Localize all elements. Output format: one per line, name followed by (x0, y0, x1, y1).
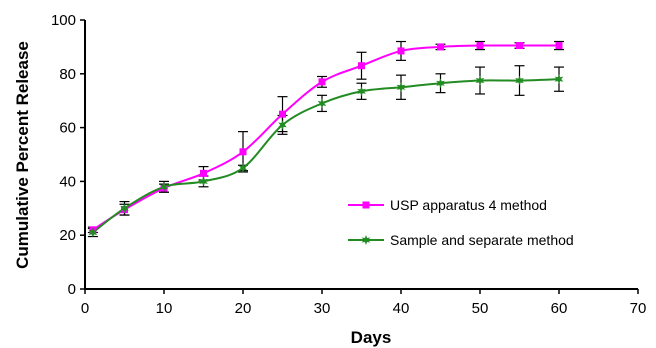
data-point (317, 98, 327, 109)
data-point (515, 75, 524, 86)
data-point (279, 110, 286, 118)
data-point (159, 181, 169, 192)
y-axis-title: Cumulative Percent Release (13, 41, 32, 269)
x-tick-label: 50 (472, 300, 489, 317)
series-markers (88, 42, 564, 238)
data-point (88, 227, 98, 238)
y-tick-label: 0 (68, 281, 76, 298)
axes: 0 20 40 60 80 100 0 10 20 30 40 50 60 70 (51, 12, 646, 317)
data-point (200, 169, 207, 177)
legend: USP apparatus 4 method Sample and separat… (348, 197, 574, 248)
y-tick-label: 60 (59, 120, 76, 137)
x-tick-label: 30 (314, 300, 331, 317)
data-point (278, 119, 287, 130)
data-point (554, 74, 564, 85)
legend-marker (361, 235, 371, 245)
x-tick-label: 10 (156, 300, 173, 317)
data-point (199, 176, 208, 187)
data-point (238, 162, 248, 173)
data-point (475, 75, 485, 86)
data-point (396, 82, 406, 93)
data-point (239, 148, 247, 156)
legend-marker (362, 201, 370, 209)
data-point (436, 78, 445, 89)
x-tick-label: 20 (235, 300, 252, 317)
data-point (120, 203, 129, 214)
data-point (318, 78, 326, 86)
x-tick-label: 60 (551, 300, 568, 317)
data-point (555, 42, 563, 50)
y-tick-label: 40 (59, 173, 76, 190)
data-point (437, 43, 444, 51)
y-tick-label: 100 (51, 12, 76, 29)
data-point (476, 42, 484, 50)
legend-label: USP apparatus 4 method (390, 197, 547, 213)
y-tick-label: 80 (59, 66, 76, 83)
data-point (516, 42, 523, 50)
legend-label: Sample and separate method (390, 232, 574, 248)
data-point (397, 47, 405, 55)
y-tick-label: 20 (59, 227, 76, 244)
x-tick-label: 70 (630, 300, 647, 317)
data-point (358, 62, 365, 70)
data-point (357, 86, 366, 97)
x-axis-title: Days (351, 328, 392, 347)
x-tick-label: 0 (81, 300, 89, 317)
x-tick-label: 40 (393, 300, 410, 317)
